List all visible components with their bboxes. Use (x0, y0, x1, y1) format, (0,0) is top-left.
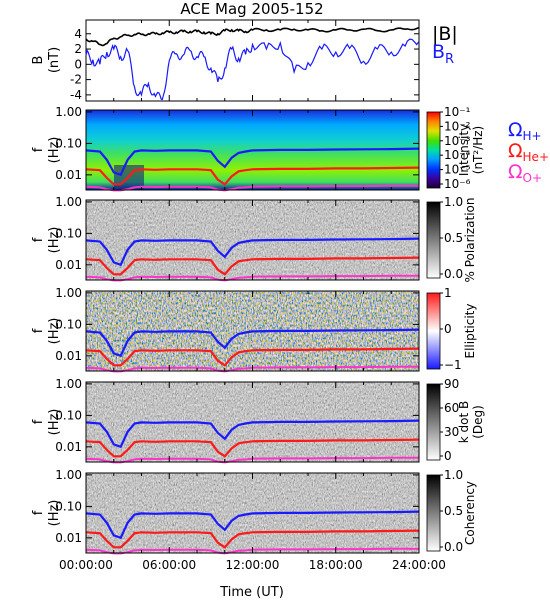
y-tick-label: 1.00 (55, 377, 82, 391)
y-tick-label: 1.00 (55, 195, 82, 209)
y-tick-label: -2 (70, 73, 82, 87)
y-axis-unit: (Hz) (47, 500, 62, 527)
colorbar-tick-label: 10⁻² (444, 119, 471, 133)
gyrofrequency-line-h_plus (85, 328, 420, 358)
colorbar (426, 111, 441, 189)
gyrofrequency-line-h_plus (85, 510, 420, 540)
colorbar-tick-label: 1.0 (444, 468, 463, 482)
colorbar-tick-label: 0.0 (444, 540, 463, 554)
legend-b-magnitude: |B| (432, 23, 458, 45)
gyrofrequency-line-h_plus (85, 147, 420, 177)
gyrofrequency-line-he_plus (85, 347, 420, 367)
y-tick-label: 1.00 (55, 286, 82, 300)
colorbar-unit: (nT²/Hz) (471, 126, 485, 174)
y-axis-label: f (31, 419, 46, 424)
legend-omega-he-plus: ΩHe+ (508, 140, 549, 164)
x-tick-label: 00:00:00 (59, 558, 113, 572)
plot-frame (85, 19, 420, 102)
x-axis-label: Time (UT) (219, 585, 284, 600)
legend-omega-o-plus: ΩO+ (508, 161, 542, 185)
colorbar (426, 474, 441, 552)
y-tick-label: 0.10 (55, 408, 82, 422)
y-axis-label: f (31, 147, 46, 152)
y-tick-label: 4 (74, 27, 82, 41)
magnetic-field-panel: 420 -2-4 B (nT) |B| BR (31, 19, 458, 102)
y-tick-label: 0 (74, 57, 82, 71)
gyrofrequency-line-h_plus (85, 419, 420, 449)
colorbar-tick-label: 0 (444, 322, 452, 336)
colorbar-tick-label: 0.5 (444, 231, 463, 245)
x-axis: 00:00:00 06:00:00 12:00:00 18:00:00 24:00:00 (59, 20, 446, 572)
colorbar-title: k dot B (457, 401, 471, 443)
colorbar-title: Intensity (457, 124, 471, 176)
spectrogram-panel-2: 1.00 0.10 0.01 f (Hz) 1.0 0.5 0.0% Polarization (31, 195, 477, 283)
y-tick-label: -4 (70, 88, 82, 102)
colorbar-tick-label: 1 (444, 286, 452, 300)
y-axis-label: f (31, 510, 46, 515)
x-tick-label: 18:00:00 (309, 558, 363, 572)
y-tick-label: 0.01 (55, 258, 82, 272)
colorbar-tick-label: 0 (444, 449, 452, 463)
colorbar-tick-label: 0.0 (444, 267, 463, 281)
y-tick-label: 1.00 (55, 105, 82, 119)
colorbar-tick-label: 90 (444, 377, 459, 391)
gyrofrequency-line-he_plus (85, 438, 420, 458)
legend-omega-h-plus: ΩH+ (508, 119, 542, 143)
colorbar-tick-label: 30 (444, 425, 459, 439)
colorbar-tick-label: −1 (444, 358, 462, 372)
y-tick-label: 0.10 (55, 226, 82, 240)
colorbar-title: Ellipticity (463, 304, 477, 359)
colorbar (426, 383, 441, 461)
chart-title: ACE Mag 2005-152 (180, 0, 323, 18)
colorbar-tick-label: 1.0 (444, 195, 463, 209)
series-b-magnitude (85, 26, 420, 47)
x-tick-label: 12:00:00 (226, 558, 280, 572)
y-axis-unit: (Hz) (47, 409, 62, 436)
colorbar-tick-label: 10⁻³ (444, 134, 471, 148)
y-tick-label: 0.10 (55, 499, 82, 513)
y-tick-label: 0.01 (55, 440, 82, 454)
gyrofrequency-line-he_plus (85, 529, 420, 549)
colorbar-tick-label: 10⁻⁴ (444, 148, 471, 162)
x-tick-label: 24:00:00 (392, 558, 446, 572)
colorbar-tick-label: 10⁻⁵ (444, 163, 471, 177)
y-axis-unit: (Hz) (47, 227, 62, 254)
y-tick-label: 1.00 (55, 468, 82, 482)
spectrogram-panel-4: 1.00 0.10 0.01 f (Hz) 90 60 30 0 k dot B (Deg) (31, 377, 485, 464)
colorbar-tick-label: 10⁻¹ (444, 105, 471, 119)
x-tick-label: 06:00:00 (142, 558, 196, 572)
line-series-group (85, 26, 420, 101)
gyrofrequency-line-he_plus (85, 256, 420, 276)
gyrofrequency-line-h_plus (85, 237, 420, 267)
gyrofrequency-line-he_plus (85, 166, 420, 186)
colorbar-tick-label: 60 (444, 401, 459, 415)
y-ticks: 420 -2-4 (70, 27, 419, 102)
colorbar-unit: (Deg) (471, 405, 485, 439)
colorbar (426, 292, 441, 370)
series-br (85, 38, 420, 101)
spectrogram-panel-1: 1.00 0.10 0.01 f (Hz) 10⁻¹10⁻²10⁻³10⁻⁴10⁻⁵10⁻… (31, 105, 549, 192)
y-axis-unit: (nT) (47, 47, 62, 73)
legend-br: BR (432, 41, 454, 67)
y-axis-label: B (31, 56, 46, 65)
y-tick-label: 0.10 (55, 317, 82, 331)
colorbar-title: Coherency (463, 481, 477, 545)
y-axis-unit: (Hz) (47, 137, 62, 164)
spectrogram-panels: 1.000.100.01f (Hz)10⁻¹10⁻²10⁻³10⁻⁴10⁻⁵10⁻… (31, 105, 549, 555)
colorbar (426, 201, 441, 279)
y-tick-label: 0.01 (55, 349, 82, 363)
y-axis-label: f (31, 237, 46, 242)
colorbar-tick-label: 0.5 (444, 504, 463, 518)
y-tick-label: 0.10 (55, 136, 82, 150)
colorbar-title: % Polarization (463, 198, 477, 283)
y-axis-label: f (31, 328, 46, 333)
y-axis-unit: (Hz) (47, 318, 62, 345)
y-tick-label: 0.01 (55, 531, 82, 545)
colorbar-tick-label: 10⁻⁶ (444, 177, 471, 191)
y-tick-label: 2 (74, 42, 82, 56)
y-tick-label: 0.01 (55, 168, 82, 182)
